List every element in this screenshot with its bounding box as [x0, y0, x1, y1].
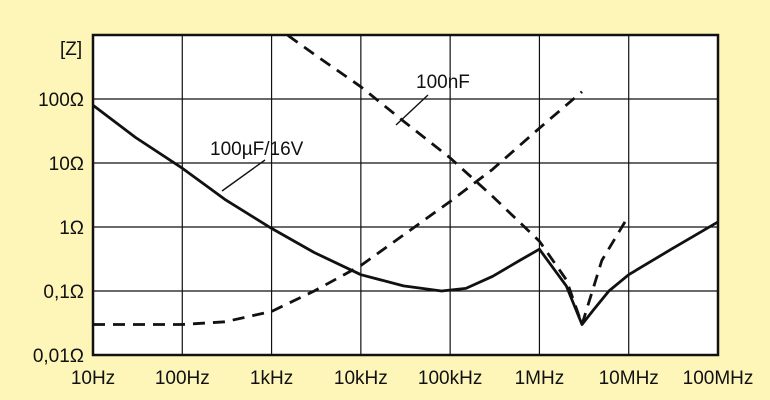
- x-tick-label: 1kHz: [250, 368, 293, 389]
- x-tick-labels: 10Hz 100Hz 1kHz 10kHz 100kHz 1MHz 10MHz 100MHz: [71, 368, 754, 389]
- plot-area: [93, 35, 718, 355]
- annotation-leader-100uf: [221, 159, 266, 192]
- annotation-label-100uf: 100µF/16V: [210, 139, 304, 160]
- annotation-layer: 100nF 100µF/16V: [210, 72, 470, 192]
- annotation-leader-100nf: [395, 94, 429, 126]
- plot-frame: [91, 33, 720, 357]
- series-layer: [93, 35, 718, 326]
- y-tick-label: 0,01Ω: [33, 346, 84, 367]
- series-line-2: [284, 35, 630, 326]
- x-tick-label: 10MHz: [599, 368, 659, 389]
- series-line-1: [93, 104, 718, 326]
- y-tick-labels: 0,01Ω 0,1Ω 1Ω 10Ω 100Ω: [33, 90, 84, 367]
- x-tick-label: 1MHz: [515, 368, 565, 389]
- y-axis-label: [Z]: [60, 39, 82, 60]
- x-tick-label: 100Hz: [155, 368, 210, 389]
- x-tick-label: 100MHz: [683, 368, 754, 389]
- x-tick-label: 10kHz: [334, 368, 388, 389]
- y-tick-label: 100Ω: [38, 90, 84, 111]
- annotation-label-100nf: 100nF: [416, 72, 470, 93]
- y-tick-label: 0,1Ω: [43, 282, 84, 303]
- series-line-3: [93, 90, 583, 326]
- x-tick-label: 10Hz: [71, 368, 115, 389]
- x-tick-label: 100kHz: [418, 368, 482, 389]
- y-tick-label: 1Ω: [59, 218, 84, 239]
- y-tick-label: 10Ω: [49, 154, 84, 175]
